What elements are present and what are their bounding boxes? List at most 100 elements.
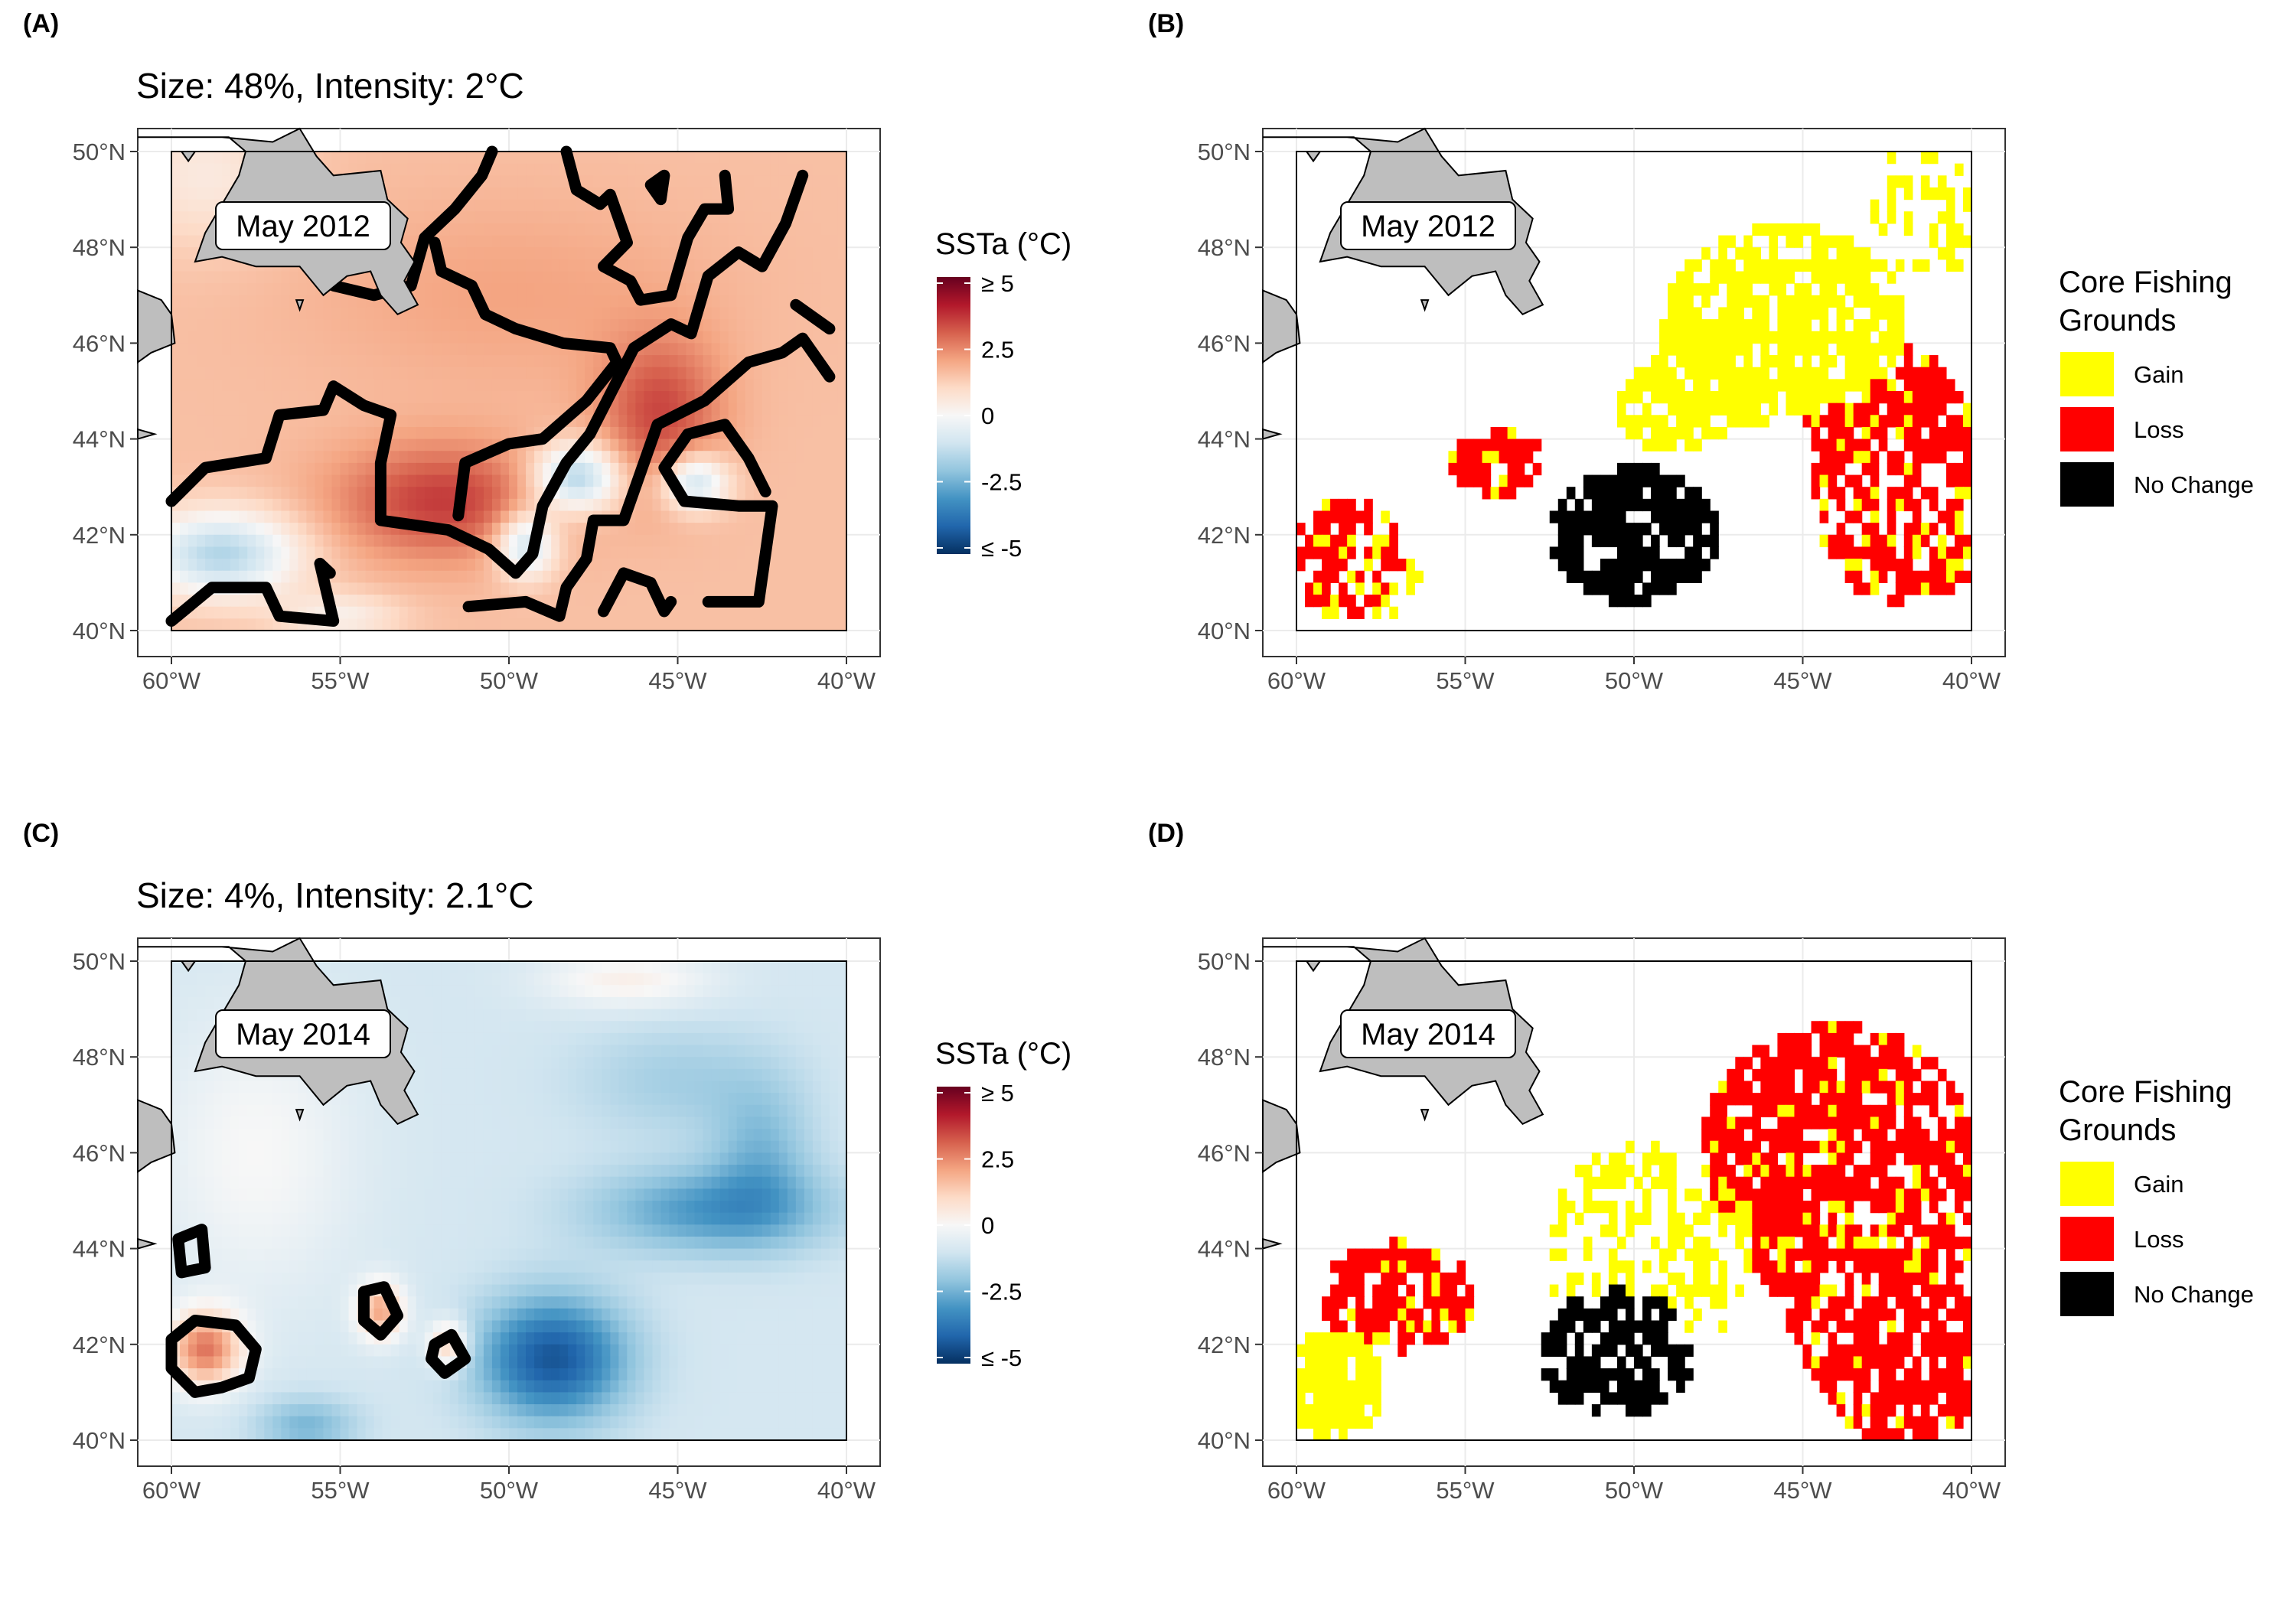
fishing-cell (1668, 319, 1677, 332)
anomaly-cell (660, 307, 670, 320)
anomaly-cell (534, 343, 543, 356)
anomaly-cell (534, 403, 543, 416)
anomaly-cell (416, 163, 426, 176)
fishing-cell (1937, 426, 1947, 440)
anomaly-cell (635, 996, 645, 1010)
anomaly-cell (509, 474, 518, 487)
anomaly-cell (635, 559, 645, 572)
anomaly-cell (509, 961, 518, 974)
anomaly-cell (382, 175, 392, 188)
fishing-cell (1625, 595, 1635, 608)
fishing-cell (1811, 367, 1821, 380)
fishing-cell (1802, 331, 1812, 344)
anomaly-cell (382, 498, 392, 512)
anomaly-cell (660, 199, 670, 212)
fishing-cell (1693, 510, 1702, 523)
fishing-cell (1962, 187, 1972, 200)
anomaly-cell (820, 534, 830, 548)
y-tick-label: 44°N (1198, 426, 1251, 453)
anomaly-cell (762, 163, 771, 176)
anomaly-cell (239, 534, 248, 548)
anomaly-cell (180, 163, 189, 176)
anomaly-cell (812, 163, 822, 176)
anomaly-cell (500, 1009, 510, 1022)
anomaly-cell (239, 498, 248, 512)
fishing-cell (1634, 367, 1643, 380)
anomaly-cell (416, 546, 426, 559)
fishing-cell (1532, 462, 1542, 476)
fishing-cell (1735, 403, 1744, 416)
anomaly-cell (812, 582, 822, 595)
anomaly-cell (703, 259, 713, 272)
anomaly-cell (610, 973, 619, 986)
anomaly-cell (795, 474, 805, 487)
anomaly-cell (703, 985, 713, 998)
anomaly-cell (635, 438, 645, 451)
fishing-cell (1819, 295, 1829, 308)
anomaly-cell (188, 1032, 197, 1046)
anomaly-cell (534, 462, 543, 476)
anomaly-cell (795, 152, 805, 165)
fishing-cell (1339, 534, 1348, 548)
fishing-cell (1718, 403, 1727, 416)
fishing-cell (1676, 343, 1685, 356)
fishing-cell (1954, 426, 1964, 440)
anomaly-cell (745, 391, 755, 404)
anomaly-cell (382, 582, 392, 595)
anomaly-cell (711, 973, 721, 986)
anomaly-cell (466, 606, 476, 619)
fishing-cell (1616, 570, 1626, 583)
anomaly-cell (804, 498, 814, 512)
anomaly-cell (483, 996, 493, 1010)
anomaly-cell (247, 606, 256, 619)
anomaly-cell (315, 474, 325, 487)
anomaly-cell (188, 510, 197, 523)
anomaly-cell (230, 961, 240, 974)
anomaly-cell (205, 474, 214, 487)
anomaly-cell (694, 973, 704, 986)
anomaly-cell (829, 570, 839, 583)
anomaly-cell (568, 996, 577, 1010)
anomaly-cell (441, 606, 451, 619)
fishing-cell (1549, 510, 1559, 523)
anomaly-cell (745, 415, 755, 428)
anomaly-cell (812, 331, 822, 344)
anomaly-cell (180, 1057, 189, 1070)
anomaly-cell (568, 1032, 577, 1046)
anomaly-cell (315, 307, 325, 320)
anomaly-cell (787, 1032, 797, 1046)
anomaly-cell (711, 152, 721, 165)
anomaly-cell (804, 223, 814, 236)
anomaly-cell (239, 343, 248, 356)
anomaly-cell (466, 523, 476, 536)
anomaly-cell (627, 163, 636, 176)
anomaly-cell (778, 1057, 788, 1070)
anomaly-cell (837, 451, 847, 464)
fishing-cell (1693, 403, 1702, 416)
fishing-cell (1878, 259, 1888, 272)
fishing-cell (1861, 343, 1871, 356)
anomaly-cell (719, 307, 729, 320)
anomaly-cell (686, 1057, 696, 1070)
anomaly-cell (635, 163, 645, 176)
anomaly-cell (551, 271, 560, 284)
anomaly-cell (416, 534, 426, 548)
anomaly-cell (222, 259, 231, 272)
fishing-cell (1659, 426, 1668, 440)
fishing-cell (1642, 379, 1652, 392)
fishing-cell (1322, 606, 1331, 619)
fishing-cell (1903, 367, 1913, 380)
anomaly-cell (820, 1009, 830, 1022)
fishing-cell (1651, 546, 1660, 559)
anomaly-cell (509, 343, 518, 356)
fishing-cell (1937, 403, 1947, 416)
anomaly-cell (180, 415, 189, 428)
anomaly-cell (171, 546, 181, 559)
anomaly-cell (635, 510, 645, 523)
anomaly-cell (432, 462, 442, 476)
anomaly-cell (348, 570, 358, 583)
anomaly-cell (652, 438, 662, 451)
fishing-cell (1322, 582, 1331, 595)
anomaly-cell (432, 582, 442, 595)
anomaly-cell (180, 319, 189, 332)
